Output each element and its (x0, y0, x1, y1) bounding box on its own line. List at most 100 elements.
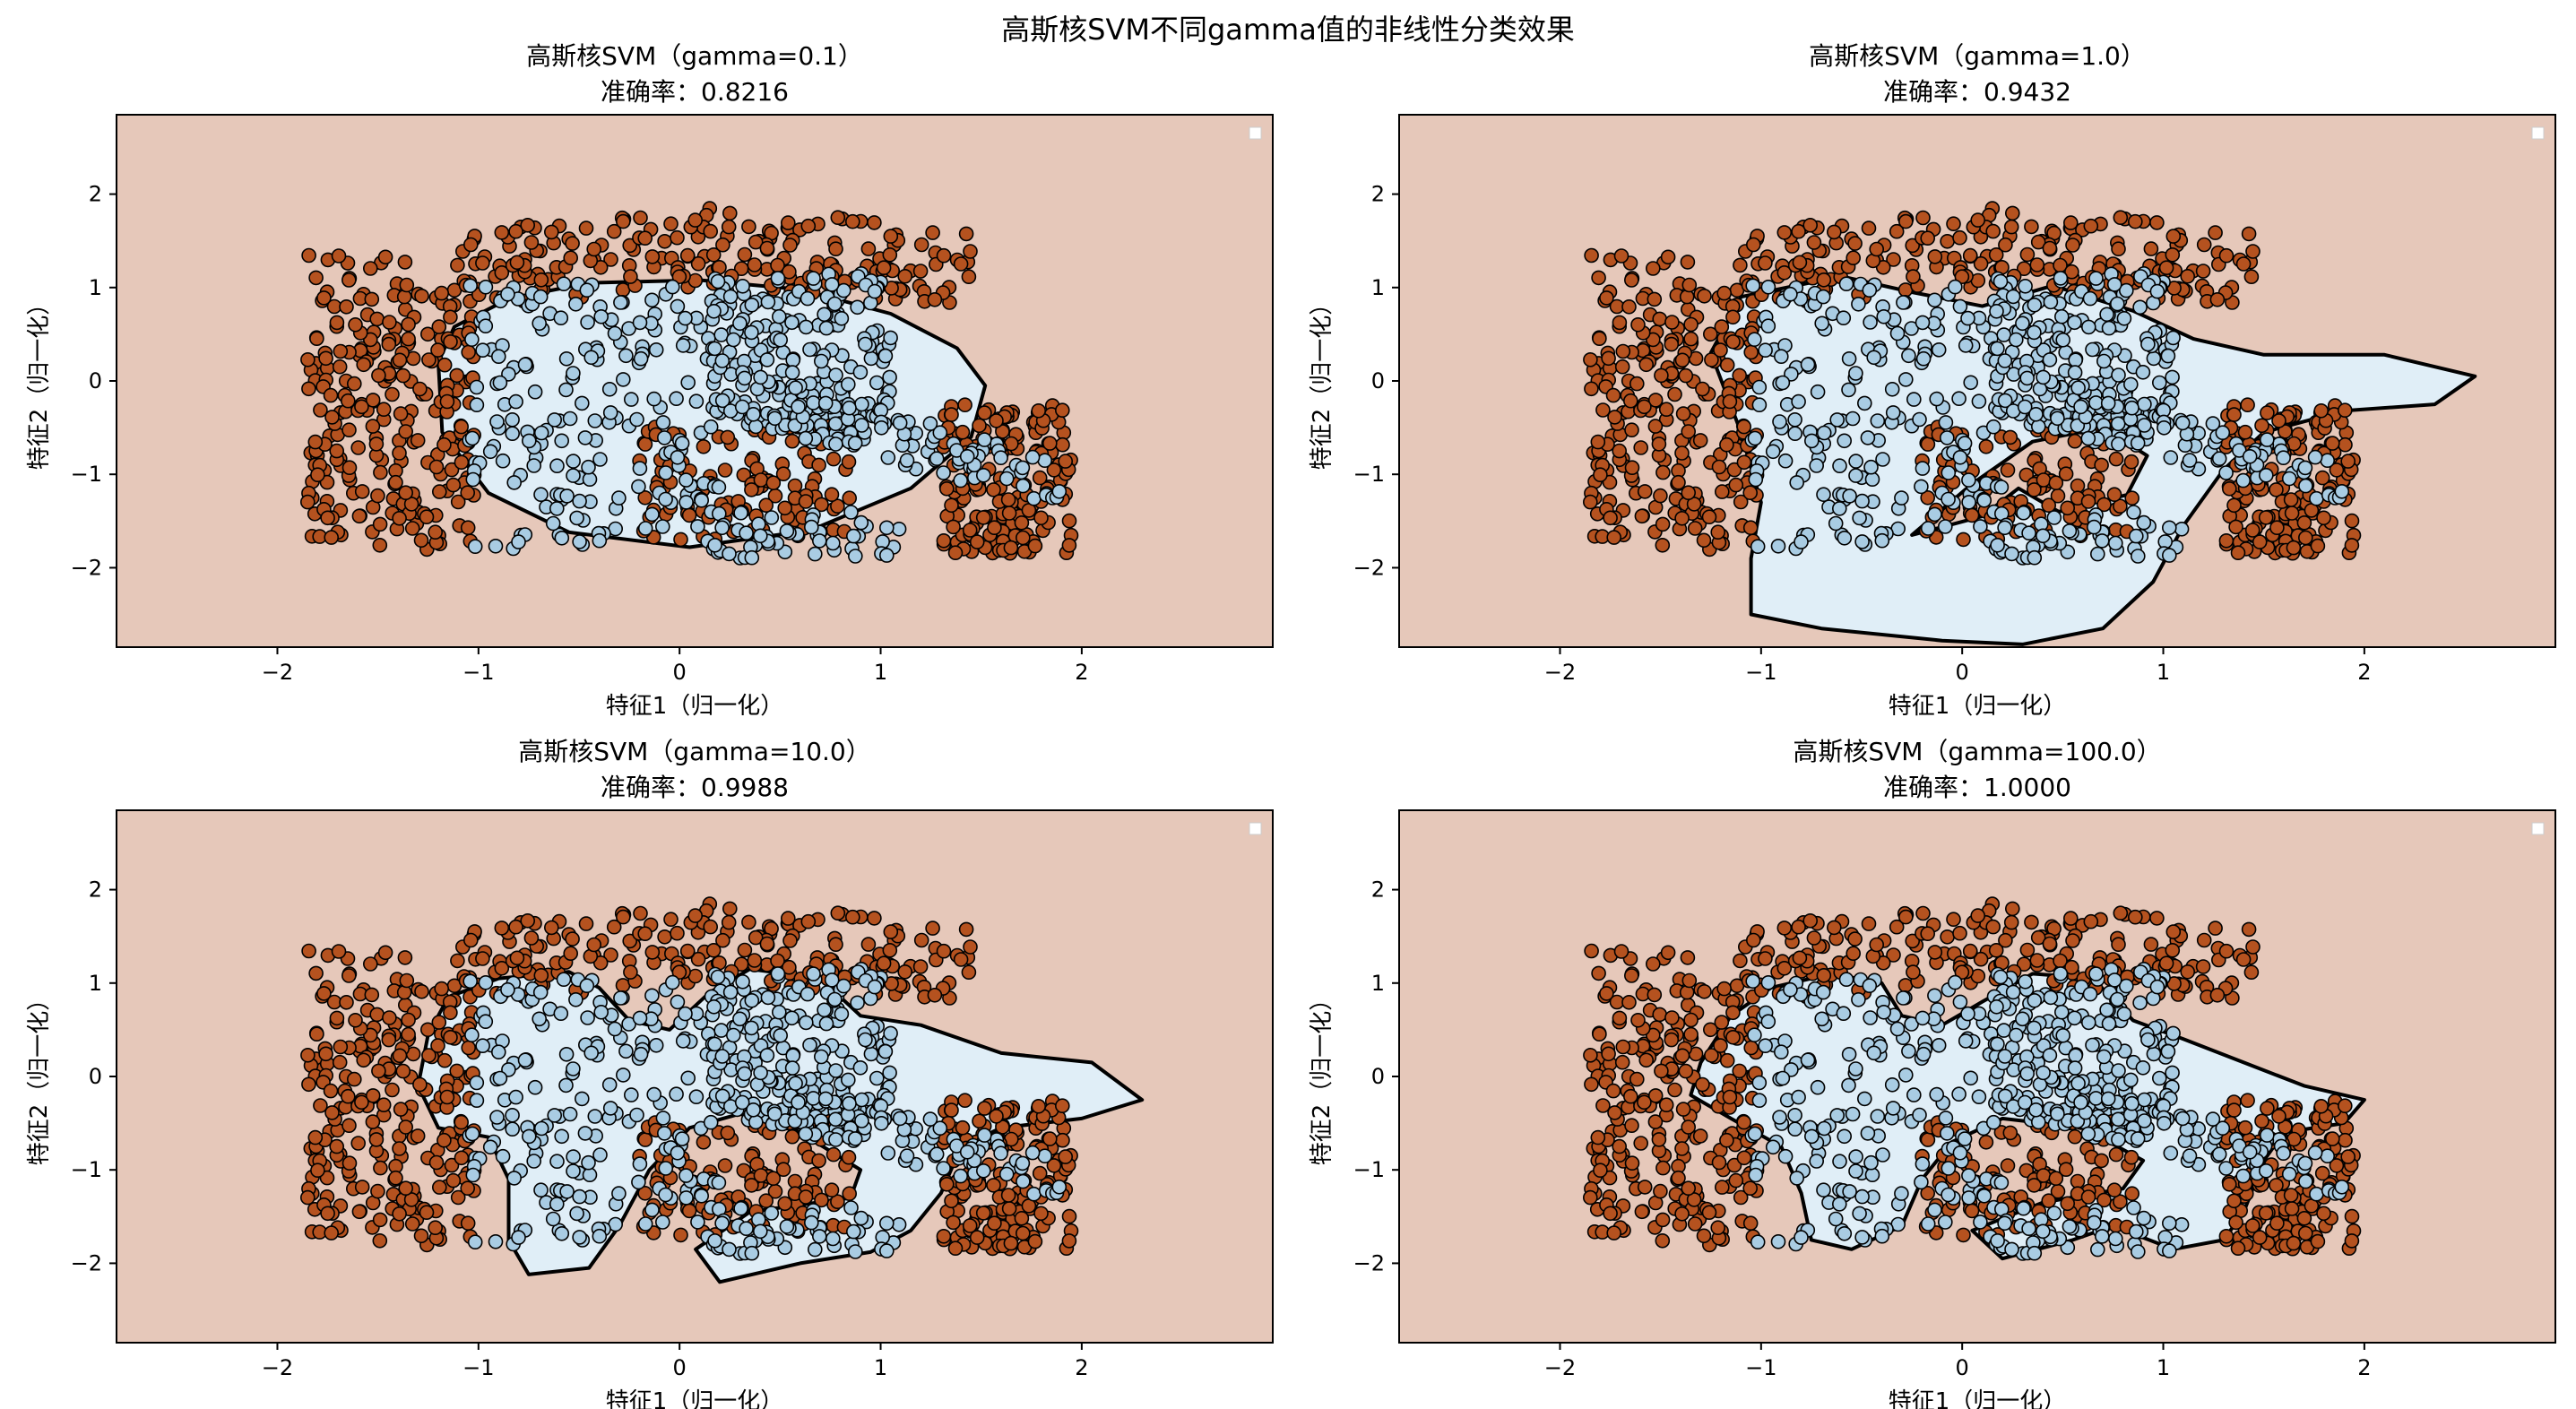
point-class1 (2080, 494, 2096, 509)
point-class1 (376, 402, 392, 418)
point-class1 (953, 256, 969, 272)
point-class1 (615, 213, 631, 229)
point-class1 (1962, 247, 1978, 264)
point-class0 (1915, 461, 1931, 476)
point-class0 (1810, 384, 1826, 400)
point-class1 (333, 1039, 349, 1055)
point-class1 (1629, 376, 1645, 392)
point-class1 (1746, 237, 1761, 253)
point-class1 (399, 972, 415, 989)
point-class0 (1894, 1186, 1909, 1201)
point-class1 (2042, 240, 2058, 256)
point-class0 (847, 549, 863, 564)
point-class1 (1032, 1165, 1048, 1181)
point-class1 (606, 223, 622, 239)
point-class0 (1874, 1228, 1890, 1244)
point-class0 (2281, 471, 2297, 487)
point-class0 (1854, 1230, 1870, 1245)
point-class1 (1607, 1105, 1622, 1120)
point-class0 (784, 1010, 800, 1026)
point-class1 (1653, 488, 1668, 504)
scatter-points (299, 896, 1079, 1261)
point-class1 (1638, 357, 1654, 373)
point-class1 (421, 352, 437, 367)
point-class1 (830, 1194, 845, 1209)
point-class0 (1848, 1163, 1863, 1179)
point-class1 (657, 929, 672, 945)
point-class0 (601, 1077, 618, 1093)
point-class1 (2226, 497, 2242, 514)
point-class0 (644, 1202, 660, 1218)
point-class0 (549, 501, 565, 516)
point-class1 (798, 1189, 814, 1205)
point-class0 (1929, 1086, 1944, 1102)
point-class0 (725, 1027, 741, 1043)
point-class1 (371, 367, 386, 384)
point-class1 (523, 235, 540, 250)
point-class1 (944, 1193, 959, 1209)
point-class1 (957, 1093, 972, 1108)
point-class1 (1719, 1132, 1734, 1148)
point-class0 (1748, 1167, 1764, 1183)
point-class0 (858, 1032, 873, 1048)
point-class0 (580, 315, 595, 330)
point-class0 (526, 1154, 542, 1169)
point-class1 (461, 344, 477, 360)
point-class0 (2260, 432, 2275, 447)
point-class1 (2344, 513, 2360, 529)
point-class0 (566, 468, 581, 483)
point-class1 (1716, 285, 1732, 301)
point-class1 (1637, 1180, 1653, 1195)
point-class1 (437, 1132, 452, 1148)
point-class0 (1862, 282, 1878, 298)
point-class0 (2126, 505, 2141, 520)
point-class1 (372, 537, 388, 553)
point-class0 (1993, 480, 2010, 495)
point-class1 (2230, 1240, 2246, 1256)
point-class1 (784, 433, 800, 449)
point-class0 (847, 1131, 863, 1146)
point-class1 (2094, 457, 2109, 473)
point-class0 (1940, 430, 1955, 445)
point-class0 (785, 352, 801, 368)
point-class0 (878, 520, 895, 536)
point-class0 (670, 449, 686, 465)
point-class0 (527, 384, 543, 400)
point-class1 (2296, 1211, 2312, 1226)
point-class0 (854, 1113, 869, 1128)
point-class0 (532, 289, 549, 305)
point-class1 (563, 250, 579, 266)
point-class0 (654, 1215, 670, 1230)
point-class1 (721, 219, 737, 235)
point-class1 (1681, 485, 1696, 501)
point-class0 (2123, 376, 2139, 393)
point-class0 (2119, 282, 2134, 298)
point-class1 (494, 225, 510, 240)
point-class0 (582, 471, 598, 488)
point-class1 (841, 454, 857, 470)
point-class0 (568, 992, 583, 1007)
point-class1 (961, 269, 977, 285)
point-class1 (2269, 1215, 2285, 1231)
point-class1 (1016, 1225, 1031, 1241)
point-class1 (377, 249, 393, 265)
point-class0 (1884, 381, 1900, 397)
point-class0 (1815, 289, 1831, 305)
point-class0 (2087, 519, 2102, 535)
point-class0 (1901, 348, 1916, 364)
point-class1 (1695, 381, 1710, 397)
point-class0 (818, 1016, 834, 1032)
point-class0 (1993, 1175, 2010, 1190)
point-class1 (1584, 381, 1599, 397)
point-class1 (2027, 1178, 2042, 1193)
point-class0 (465, 471, 481, 488)
point-class0 (469, 1093, 485, 1108)
point-class1 (1001, 1201, 1017, 1216)
point-class0 (2080, 430, 2096, 446)
point-class1 (826, 1146, 842, 1163)
point-class1 (2003, 914, 2019, 930)
point-class0 (850, 299, 865, 316)
point-class1 (975, 1206, 991, 1221)
point-class1 (1595, 1098, 1611, 1113)
point-class1 (444, 462, 460, 478)
